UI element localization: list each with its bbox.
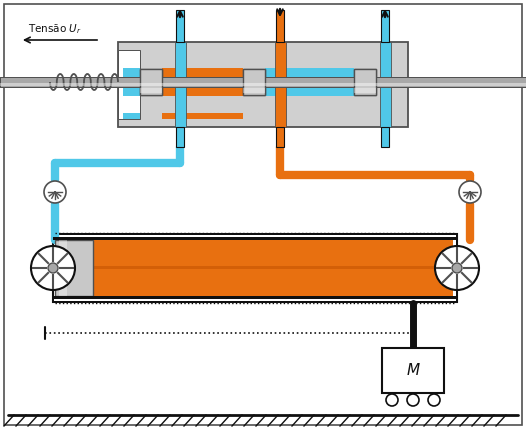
Bar <box>265 68 354 96</box>
Text: $M$: $M$ <box>406 362 420 378</box>
Bar <box>243 88 265 93</box>
Bar <box>118 42 408 127</box>
Bar <box>123 68 140 96</box>
Bar <box>276 10 284 42</box>
Bar <box>175 42 186 127</box>
Bar <box>59 240 67 296</box>
Bar <box>53 296 457 299</box>
Bar <box>0 83 526 86</box>
Bar <box>123 113 140 119</box>
Bar <box>354 69 376 95</box>
Bar <box>243 88 265 93</box>
Bar <box>0 77 526 87</box>
Bar <box>380 42 391 127</box>
Circle shape <box>48 263 58 273</box>
Bar <box>276 127 284 147</box>
Circle shape <box>428 394 440 406</box>
Circle shape <box>459 181 481 203</box>
Bar <box>54 235 456 301</box>
Bar <box>243 69 265 95</box>
Bar <box>140 88 162 93</box>
Bar <box>93 266 453 269</box>
Bar <box>53 237 457 240</box>
Circle shape <box>435 246 479 290</box>
Bar <box>354 88 376 93</box>
Circle shape <box>31 246 75 290</box>
Bar <box>53 234 457 302</box>
Bar <box>118 50 140 119</box>
Bar <box>243 69 265 95</box>
Bar <box>140 69 162 95</box>
Bar <box>140 69 162 95</box>
Bar <box>140 88 162 93</box>
Bar <box>354 88 376 93</box>
Bar <box>162 113 243 119</box>
Text: Tensão $U_r$: Tensão $U_r$ <box>28 22 82 36</box>
Circle shape <box>386 394 398 406</box>
Circle shape <box>452 263 462 273</box>
Bar <box>275 42 286 127</box>
Circle shape <box>44 181 66 203</box>
Bar <box>93 237 453 299</box>
Bar <box>162 68 243 96</box>
Bar <box>381 10 389 42</box>
Bar <box>0 83 526 86</box>
Bar <box>55 240 93 296</box>
Bar <box>176 127 184 147</box>
Circle shape <box>407 394 419 406</box>
Bar <box>0 77 526 87</box>
Bar <box>176 10 184 42</box>
Bar <box>382 348 444 393</box>
Bar <box>381 127 389 147</box>
Bar <box>354 69 376 95</box>
